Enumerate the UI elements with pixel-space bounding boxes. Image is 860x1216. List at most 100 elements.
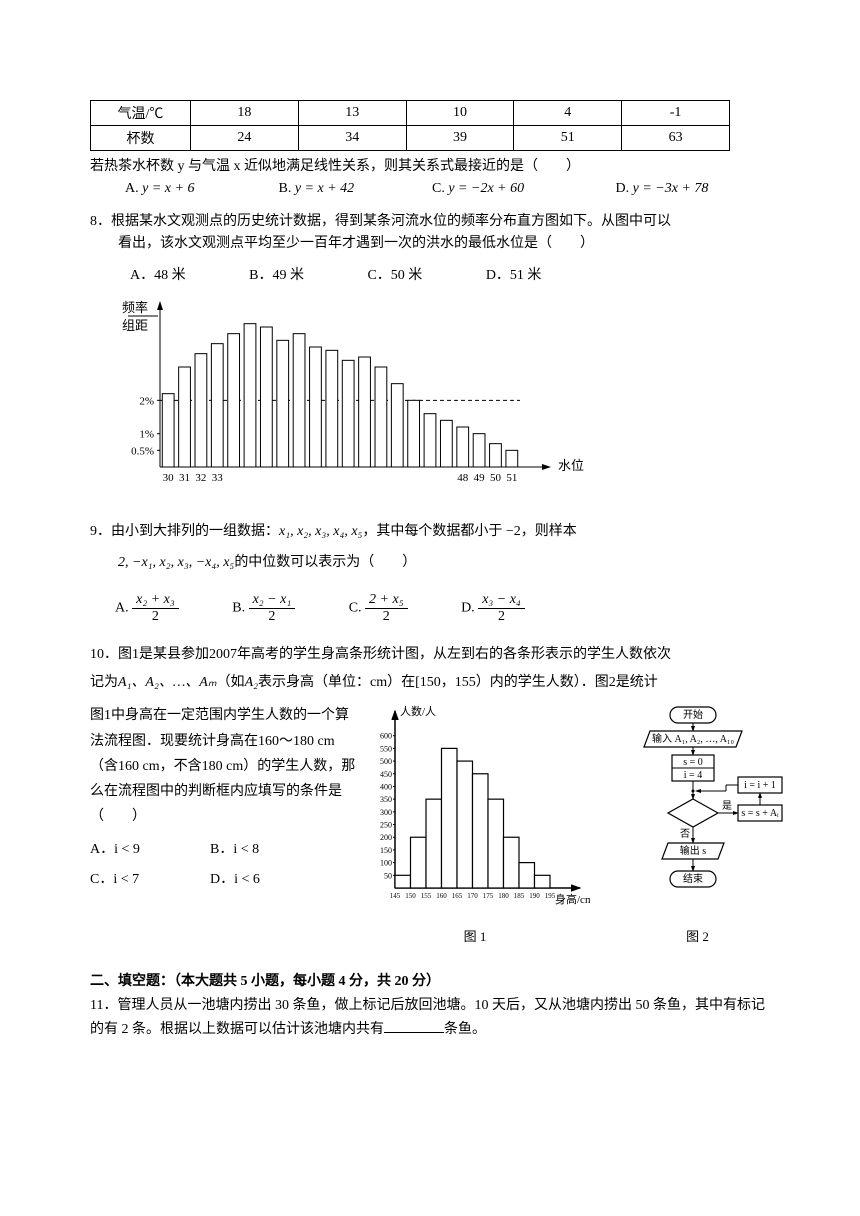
fig1-label: 图 1 bbox=[360, 924, 590, 950]
opt-d: D．i < 6 bbox=[210, 867, 330, 892]
q11-suffix: 条鱼。 bbox=[444, 1022, 486, 1037]
svg-text:250: 250 bbox=[380, 821, 392, 830]
q9: 9．由小到大排列的一组数据：x₁, x₂, x₃, x₄, x₅，其中每个数据都… bbox=[90, 517, 800, 579]
svg-text:200: 200 bbox=[380, 834, 392, 843]
table-cell: 34 bbox=[298, 126, 406, 151]
table-cell: 63 bbox=[622, 126, 730, 151]
table-header-cell: 杯数 bbox=[91, 126, 191, 151]
q8-text2: 看出，该水文观测点平均至少一百年才遇到一次的洪水的最低水位是（ ） bbox=[118, 233, 594, 255]
q10-fig1: 人数/人 身高/cm 50 100 150 200 250 300 350 400 450 500… bbox=[360, 703, 590, 950]
q11: 11．管理人员从一池塘内捞出 30 条鱼，做上标记后放回池塘。10 天后，又从池… bbox=[90, 994, 770, 1042]
q8-text1: 根据某水文观测点的历史统计数据，得到某条河流水位的频率分布直方图如下。从图中可以 bbox=[111, 214, 671, 229]
table-header-cell: 气温/℃ bbox=[91, 101, 191, 126]
table-cell: 10 bbox=[406, 101, 514, 126]
table-cell: 18 bbox=[191, 101, 299, 126]
svg-text:185: 185 bbox=[514, 892, 525, 900]
svg-text:155: 155 bbox=[421, 892, 432, 900]
table-cell: 39 bbox=[406, 126, 514, 151]
svg-text:s = s + Aᵢ: s = s + Aᵢ bbox=[741, 808, 779, 819]
svg-text:2%: 2% bbox=[139, 395, 154, 407]
q9-text2: ，其中每个数据都小于 −2，则样本 bbox=[362, 524, 576, 539]
q7-options: A. y = x + 6 B. y = x + 42 C. y = −2x + … bbox=[125, 181, 800, 197]
svg-text:180: 180 bbox=[498, 892, 509, 900]
opt-a: A．48 米 bbox=[130, 264, 186, 284]
q8-number: 8． bbox=[90, 214, 111, 229]
svg-text:150: 150 bbox=[380, 846, 392, 855]
opt-d: D. x₃ − x₄2 bbox=[461, 592, 525, 625]
svg-text:1%: 1% bbox=[139, 428, 154, 440]
opt-b: B. y = x + 42 bbox=[279, 181, 429, 197]
svg-text:是: 是 bbox=[722, 800, 732, 812]
q10-seq: A₁、A₂、…、Aₘ bbox=[118, 675, 217, 690]
q9-options: A. x₂ + x₃2 B. x₂ − x₁2 C. 2 + x₅2 D. x₃… bbox=[115, 592, 800, 625]
fill-blank bbox=[384, 1032, 444, 1033]
q9-text1: 由小到大排列的一组数据： bbox=[111, 524, 279, 539]
svg-text:31: 31 bbox=[179, 472, 190, 484]
svg-text:450: 450 bbox=[380, 770, 392, 779]
svg-text:i = i + 1: i = i + 1 bbox=[744, 780, 776, 791]
svg-text:身高/cm: 身高/cm bbox=[555, 892, 590, 906]
table-row: 气温/℃ 18 13 10 4 -1 bbox=[91, 101, 730, 126]
svg-text:100: 100 bbox=[380, 859, 392, 868]
svg-text:否: 否 bbox=[680, 828, 690, 840]
q10-fig2: 开始 输入 A₁, A₂, …, A₁₀ s = 0 i = 4 bbox=[610, 703, 785, 950]
svg-text:50: 50 bbox=[490, 472, 502, 484]
opt-b: B．i < 8 bbox=[210, 837, 330, 862]
svg-text:195: 195 bbox=[545, 892, 556, 900]
q9-datalist: x₁, x₂, x₃, x₄, x₅ bbox=[279, 524, 362, 539]
svg-text:水位（米）: 水位（米） bbox=[558, 458, 590, 473]
svg-text:频率: 频率 bbox=[122, 300, 148, 315]
svg-text:145: 145 bbox=[390, 892, 401, 900]
svg-text:人数/人: 人数/人 bbox=[400, 705, 436, 718]
svg-text:33: 33 bbox=[212, 472, 224, 484]
svg-text:500: 500 bbox=[380, 757, 392, 766]
table-cell: 13 bbox=[298, 101, 406, 126]
svg-text:550: 550 bbox=[380, 745, 392, 754]
table-row: 杯数 24 34 39 51 63 bbox=[91, 126, 730, 151]
svg-text:51: 51 bbox=[506, 472, 517, 484]
q10-options: A．i < 9B．i < 8 C．i < 7D．i < 6 bbox=[90, 837, 360, 891]
q7-text: 若热茶水杯数 y 与气温 x 近似地满足线性关系，则其关系式最接近的是（ ） bbox=[90, 155, 800, 175]
svg-text:150: 150 bbox=[405, 892, 416, 900]
q10-text1: 图1是某县参加2007年高考的学生身高条形统计图，从左到右的各条形表示的学生人数… bbox=[118, 647, 671, 662]
svg-text:350: 350 bbox=[380, 796, 392, 805]
opt-b: B. x₂ − x₁2 bbox=[232, 592, 295, 625]
svg-text:组距: 组距 bbox=[122, 318, 148, 333]
svg-text:输入 A₁, A₂, …, A₁₀: 输入 A₁, A₂, …, A₁₀ bbox=[652, 732, 735, 745]
svg-text:s = 0: s = 0 bbox=[683, 757, 703, 768]
svg-text:开始: 开始 bbox=[683, 708, 703, 721]
svg-text:输出 s: 输出 s bbox=[680, 844, 707, 857]
q8-options: A．48 米 B．49 米 C．50 米 D．51 米 bbox=[130, 264, 800, 284]
svg-text:190: 190 bbox=[529, 892, 540, 900]
opt-b: B．49 米 bbox=[249, 264, 304, 284]
svg-text:i = 4: i = 4 bbox=[684, 770, 702, 781]
opt-c: C．i < 7 bbox=[90, 867, 210, 892]
fig2-label: 图 2 bbox=[610, 924, 785, 950]
svg-text:50: 50 bbox=[384, 872, 392, 881]
q10: 10．图1是某县参加2007年高考的学生身高条形统计图，从左到右的各条形表示的学… bbox=[90, 641, 770, 950]
q8-histogram: 频率 组距 水位（米） 0.5%1%2% 3031323348495051 bbox=[110, 292, 800, 497]
svg-text:0.5%: 0.5% bbox=[131, 445, 154, 457]
opt-d: D．51 米 bbox=[486, 264, 542, 284]
svg-text:32: 32 bbox=[195, 472, 206, 484]
section-2-title: 二、填空题：（本大题共 5 小题，每小题 4 分，共 20 分） bbox=[90, 970, 770, 990]
svg-text:300: 300 bbox=[380, 808, 392, 817]
opt-c: C. 2 + x₅2 bbox=[349, 592, 408, 625]
q10-number: 10． bbox=[90, 647, 118, 662]
q7-table: 气温/℃ 18 13 10 4 -1 杯数 24 34 39 51 63 bbox=[90, 100, 730, 151]
q8: 8．根据某水文观测点的历史统计数据，得到某条河流水位的频率分布直方图如下。从图中… bbox=[90, 211, 800, 256]
svg-text:30: 30 bbox=[163, 472, 175, 484]
q9-text3: 的中位数可以表示为（ ） bbox=[234, 555, 416, 570]
svg-text:结束: 结束 bbox=[683, 872, 703, 885]
svg-text:160: 160 bbox=[436, 892, 447, 900]
q11-number: 11． bbox=[90, 998, 117, 1013]
q10-text2: 记为 bbox=[90, 675, 118, 690]
q9-sample: 2, −x₁, x₂, x₃, −x₄, x₅ bbox=[118, 555, 234, 570]
opt-d: D. y = −3x + 78 bbox=[616, 181, 776, 197]
q10-left-text: 图1中身高在一定范围内学生人数的一个算法流程图．现要统计身高在160～180 c… bbox=[90, 703, 360, 895]
svg-text:600: 600 bbox=[380, 732, 392, 741]
table-cell: -1 bbox=[622, 101, 730, 126]
svg-text:170: 170 bbox=[467, 892, 478, 900]
svg-text:400: 400 bbox=[380, 783, 392, 792]
opt-a: A. y = x + 6 bbox=[125, 181, 275, 197]
